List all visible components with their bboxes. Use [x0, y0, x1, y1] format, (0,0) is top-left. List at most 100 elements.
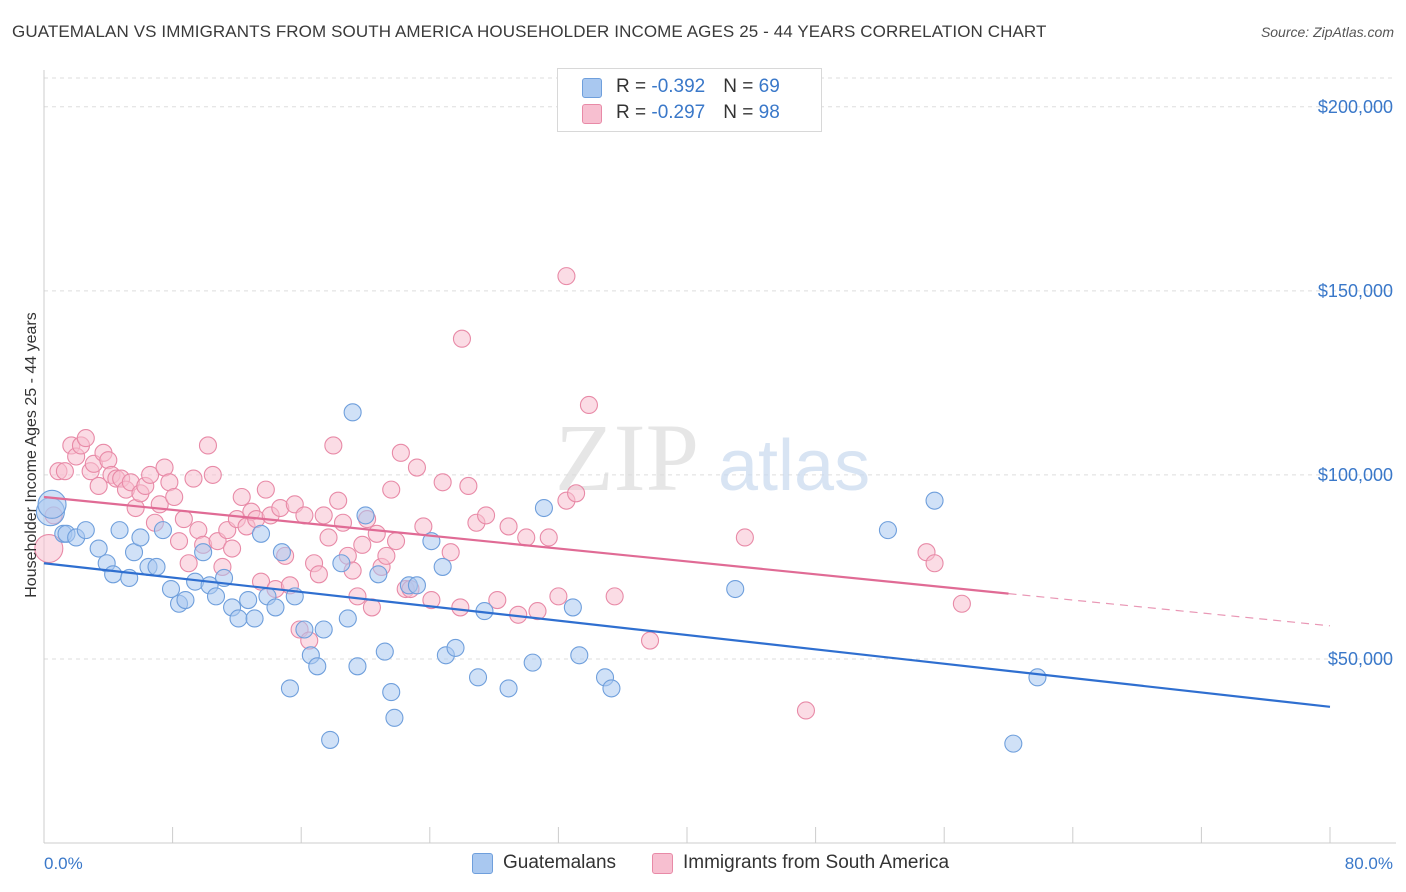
guatemalan-point: [1028, 668, 1047, 687]
y-tick-label: $150,000: [1318, 281, 1393, 301]
guatemalan-point: [295, 620, 314, 639]
guatemalan-point: [266, 598, 285, 617]
immigrant-point: [367, 524, 386, 543]
immigrant-point: [232, 487, 251, 507]
legend-swatch-blue: [472, 853, 493, 874]
immigrant-point: [295, 506, 314, 525]
immigrant-point: [528, 602, 547, 621]
guatemalan-point: [407, 576, 426, 595]
tick-labels: $50,000 $100,000 $150,000 $200,000 0.0% 80.0%: [44, 97, 1393, 873]
y-axis-label: Householder Income Ages 25 - 44 years: [23, 312, 40, 598]
immigrant-point: [34, 533, 64, 564]
guatemalan-point: [161, 579, 181, 599]
immigrant-point: [386, 532, 406, 551]
immigrant-point: [391, 443, 410, 462]
immigrant-point: [952, 594, 971, 613]
guatemalan-point: [385, 708, 404, 727]
guatemalan-point: [332, 554, 351, 573]
immigrant-point: [477, 506, 496, 525]
watermark: ZIP atlas: [555, 404, 870, 511]
immigrant-point: [382, 480, 401, 499]
guatemalan-point: [878, 521, 897, 540]
guatemalan-point: [726, 579, 745, 599]
immigrant-point: [309, 565, 328, 584]
guatemalan-point: [602, 679, 621, 698]
n-label: N =: [723, 102, 759, 123]
x-tick-label: 0.0%: [44, 854, 83, 873]
guatemalan-point: [104, 565, 123, 584]
source-label: Source: ZipAtlas.com: [1260, 24, 1394, 40]
legend-swatch-pink: [652, 853, 673, 874]
immigrant-point: [165, 487, 184, 507]
immigrant-point: [433, 473, 452, 492]
guatemalan-trend-line: [43, 562, 1331, 708]
immigrant-point: [925, 554, 944, 573]
guatemalan-point: [375, 642, 394, 661]
guatemalan-point: [194, 543, 213, 562]
guatemalan-point: [314, 620, 333, 639]
x-tick-label: 80.0%: [1345, 854, 1393, 873]
immigrant-point: [179, 554, 198, 573]
guatemalan-point: [356, 506, 375, 525]
legend-swatch-blue: [582, 78, 602, 98]
immigrant-point: [499, 517, 518, 536]
guatemalan-point: [523, 653, 542, 672]
guatemalan-point: [343, 403, 362, 422]
immigrant-point: [324, 436, 343, 455]
immigrant-point: [452, 329, 472, 348]
guatemalan-point: [468, 668, 488, 687]
r-value: -0.297: [651, 102, 706, 123]
guatemalan-point: [1004, 734, 1023, 753]
guatemalan-point: [534, 498, 553, 518]
immigrant-point: [319, 528, 338, 547]
guatemalan-point: [308, 657, 327, 676]
r-label: R =: [616, 76, 652, 97]
guatemalan-point: [433, 557, 452, 576]
immigrant-point: [169, 532, 189, 551]
immigrant-point: [579, 395, 598, 415]
guatemalan-point: [229, 609, 248, 628]
guatemalan-point: [89, 539, 108, 558]
trend-lines: [43, 495, 1331, 708]
immigrant-point: [76, 429, 95, 448]
immigrant-point: [459, 476, 478, 495]
guatemalan-point: [338, 609, 357, 628]
immigrant-point: [314, 506, 333, 525]
immigrant-point: [89, 476, 108, 495]
immigrant-point: [640, 631, 660, 650]
guatemalan-point: [563, 598, 582, 617]
immigrant-point: [184, 469, 203, 488]
immigrant-point: [539, 528, 558, 547]
n-label: N =: [723, 76, 759, 97]
n-value: 98: [758, 102, 780, 123]
guatemalan-point: [131, 528, 150, 547]
guatemalan-point: [321, 730, 340, 749]
guatemalan-point: [348, 657, 367, 676]
legend-swatch-pink: [582, 104, 602, 124]
correlation-legend: R = -0.392 N = 69 R = -0.297 N = 98: [557, 68, 822, 132]
immigrant-point: [567, 484, 586, 503]
immigrant-point: [451, 598, 470, 617]
guatemalan-point: [499, 679, 518, 698]
immigrant-point: [557, 267, 576, 286]
immigrant-point: [333, 513, 353, 532]
guatemalan-point: [251, 524, 271, 543]
immigrant-point: [735, 528, 754, 547]
watermark-atlas: atlas: [718, 426, 870, 506]
immigrant-point: [174, 510, 193, 529]
immigrant-point: [223, 539, 242, 558]
r-value: -0.392: [651, 76, 706, 97]
guatemalan-point: [382, 683, 401, 702]
immigrant-point: [256, 480, 275, 499]
guatemalan-point: [369, 565, 388, 584]
grid-lines: [44, 77, 1396, 660]
immigrant-point: [517, 528, 536, 547]
r-label: R =: [616, 102, 652, 123]
guatemalan-point: [280, 679, 299, 698]
guatemalan-point: [245, 609, 264, 628]
immigrant-point: [203, 465, 222, 484]
immigrant-trend-line-extension: [1008, 593, 1331, 627]
immigrant-point: [198, 436, 218, 455]
guatemalan-point: [570, 646, 589, 665]
